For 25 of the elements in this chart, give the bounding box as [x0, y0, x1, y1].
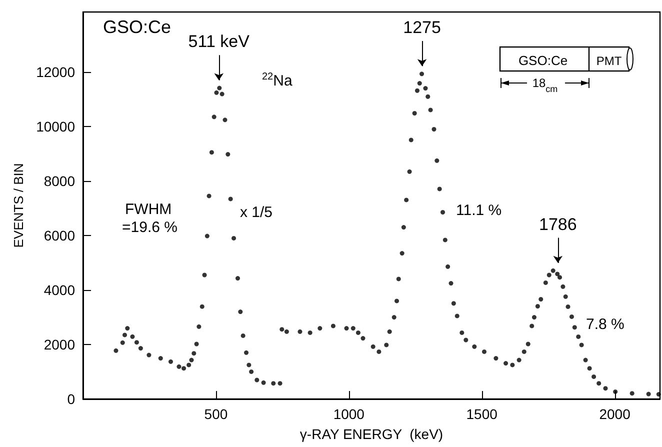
annotation: 18$_{cm}$	[532, 76, 558, 94]
annotation: =19.6 %	[122, 219, 178, 236]
annotation: 1786	[538, 214, 577, 234]
chart-title: GSO:Ce	[103, 17, 172, 37]
y-tick-label: 6000	[44, 227, 76, 244]
annotation: 7.8 %	[586, 316, 624, 333]
annotation: PMT	[596, 54, 622, 68]
annotation: x 1/5	[240, 204, 273, 221]
x-tick-label: 1500	[466, 406, 498, 422]
y-tick-label: 8000	[44, 172, 76, 189]
x-axis-title: γ-RAY ENERGY (keV)	[300, 426, 444, 442]
y-axis-title: EVENTS / BIN	[11, 163, 26, 248]
x-tick-label: 1000	[333, 406, 365, 422]
annotation: GSO:Ce	[518, 53, 568, 68]
annotation: 11.1 %	[456, 202, 502, 219]
x-tick-label: 500	[204, 406, 228, 422]
annotation: 511 keV	[188, 32, 250, 52]
annotation: 1275	[403, 18, 441, 38]
y-tick-label: 4000	[44, 282, 76, 298]
y-tick-label: 2000	[44, 336, 76, 352]
y-tick-label: 12000	[36, 64, 76, 80]
x-tick-label: 2000	[599, 406, 631, 422]
annotation: FWHM	[125, 201, 172, 218]
y-tick-label: 0	[67, 391, 76, 407]
y-tick-label: 10000	[36, 118, 76, 134]
